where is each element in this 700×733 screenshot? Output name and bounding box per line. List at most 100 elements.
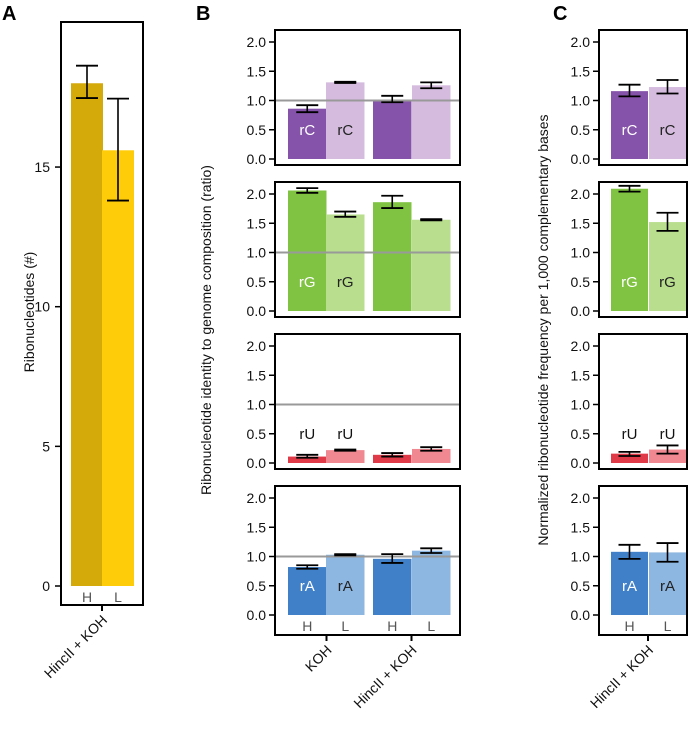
y-tick-label: 1.0	[571, 397, 591, 413]
bar-a-L	[102, 150, 134, 587]
bar-nucleotide-label: rU	[622, 426, 638, 443]
y-tick-label: 0.5	[247, 122, 267, 138]
panel-letter-c: C	[553, 3, 567, 25]
bar-b-rG-L	[412, 219, 451, 311]
y-tick-label: 0.0	[247, 303, 267, 319]
y-tick-label: 0.0	[247, 151, 267, 167]
y-tick-label: 2.0	[571, 490, 591, 506]
bar-nucleotide-label: rA	[338, 578, 353, 595]
bar-a-H	[71, 83, 103, 586]
bar-b-rA-H	[373, 558, 412, 615]
bar-nucleotide-label: rG	[659, 274, 676, 291]
x-category-label: HincII + KOH	[350, 642, 419, 711]
bar-b-rA-H	[288, 567, 327, 615]
y-tick-label: 2.0	[571, 338, 591, 354]
y-tick-label: 2.0	[571, 186, 591, 202]
bar-b-rG-L	[326, 214, 365, 311]
panel-c-ylabel: Normalized ribonucleotide frequency per …	[535, 114, 551, 545]
bar-nucleotide-label: rC	[337, 122, 353, 139]
bar-c-rA-H	[611, 551, 648, 615]
bar-b-rA-L	[326, 554, 365, 615]
bar-nucleotide-label: rG	[621, 274, 638, 291]
panel-c-frame	[598, 485, 688, 636]
y-tick-label: 0.0	[247, 607, 267, 623]
strand-label: H	[387, 618, 397, 634]
y-tick-label: 1.5	[571, 63, 591, 79]
y-tick-label: 2.0	[247, 338, 267, 354]
y-tick-label: 2.0	[247, 186, 267, 202]
y-tick-label: 2.0	[247, 34, 267, 50]
panel-b-frame	[274, 181, 461, 318]
strand-label: H	[82, 589, 92, 605]
bar-c-rG-L	[649, 222, 686, 311]
bar-nucleotide-label: rA	[622, 578, 637, 595]
y-tick-label: 1.0	[247, 549, 267, 565]
y-tick-label: 0.5	[247, 426, 267, 442]
y-tick-label: 1.5	[247, 367, 267, 383]
bar-b-rU-H	[373, 454, 412, 463]
strand-label: L	[427, 618, 435, 634]
bar-c-rU-H	[611, 453, 648, 463]
bar-nucleotide-label: rG	[299, 274, 316, 291]
y-tick-label: 0.0	[571, 607, 591, 623]
bar-c-rA-L	[649, 552, 686, 615]
y-tick-label: 1.5	[247, 215, 267, 231]
panel-letter-b: B	[196, 3, 210, 25]
bar-nucleotide-label: rA	[660, 578, 675, 595]
y-tick-label: 10	[34, 299, 50, 315]
panel-b-frame	[274, 333, 461, 470]
y-tick-label: 0.0	[571, 455, 591, 471]
x-category-label: KOH	[302, 642, 335, 675]
y-tick-label: 0.0	[247, 455, 267, 471]
strand-label: H	[302, 618, 312, 634]
bar-b-rC-L	[412, 85, 451, 159]
y-tick-label: 1.5	[571, 215, 591, 231]
bar-b-rU-H	[288, 456, 327, 463]
bar-c-rG-H	[611, 188, 648, 311]
y-tick-label: 1.0	[247, 93, 267, 109]
y-tick-label: 0.5	[571, 426, 591, 442]
panel-b-frame	[274, 29, 461, 166]
bar-nucleotide-label: rA	[300, 578, 315, 595]
strand-label: L	[114, 589, 122, 605]
x-category-label: HincII + KOH	[587, 642, 656, 711]
y-tick-label: 1.5	[247, 63, 267, 79]
x-category-label: HincII + KOH	[41, 612, 110, 681]
y-tick-label: 15	[34, 159, 50, 175]
bar-c-rC-L	[649, 87, 686, 159]
panel-c-frame	[598, 333, 688, 470]
y-tick-label: 1.5	[247, 519, 267, 535]
bar-b-rG-H	[373, 202, 412, 311]
y-tick-label: 0.0	[571, 303, 591, 319]
panel-b-frame	[274, 485, 461, 636]
bar-nucleotide-label: rC	[299, 122, 315, 139]
panel-a-ylabel: Ribonucleotides (#)	[21, 252, 37, 373]
bar-b-rC-L	[326, 82, 365, 159]
y-tick-label: 1.0	[571, 549, 591, 565]
y-tick-label: 0.5	[571, 274, 591, 290]
strand-label: H	[624, 618, 634, 634]
y-tick-label: 2.0	[247, 490, 267, 506]
bar-nucleotide-label: rC	[660, 122, 676, 139]
y-tick-label: 0.0	[571, 151, 591, 167]
y-tick-label: 2.0	[571, 34, 591, 50]
y-tick-label: 0.5	[571, 122, 591, 138]
panel-c-frame	[598, 181, 688, 318]
bar-b-rU-L	[326, 450, 365, 463]
bar-b-rG-H	[288, 190, 327, 311]
y-tick-label: 1.0	[571, 93, 591, 109]
panel-c-frame	[598, 29, 688, 166]
bar-nucleotide-label: rU	[299, 426, 315, 443]
bar-nucleotide-label: rU	[337, 426, 353, 443]
bar-nucleotide-label: rC	[622, 122, 638, 139]
bar-c-rC-H	[611, 91, 648, 159]
y-tick-label: 1.0	[571, 245, 591, 261]
y-tick-label: 0.5	[247, 578, 267, 594]
y-tick-label: 0.5	[571, 578, 591, 594]
y-tick-label: 1.0	[247, 397, 267, 413]
bar-b-rC-H	[373, 100, 412, 159]
y-tick-label: 0	[42, 578, 50, 594]
panel-letter-a: A	[2, 3, 16, 25]
y-tick-label: 0.5	[247, 274, 267, 290]
